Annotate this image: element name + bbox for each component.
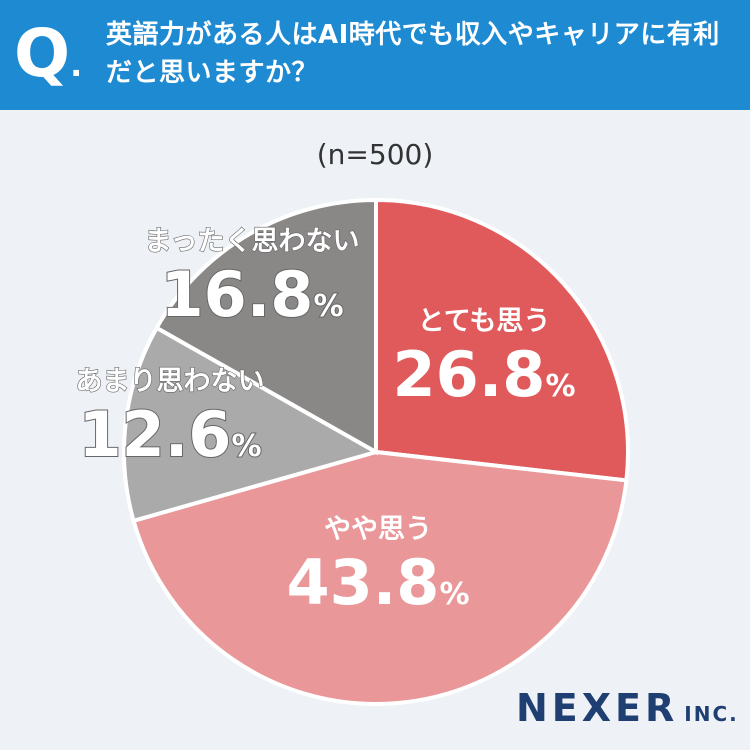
slice-category-label: とても思う — [418, 306, 551, 337]
question-text: 英語力がある人はAI時代でも収入やキャリアに有利だと思いますか？ — [106, 20, 720, 88]
sample-size-label: (n=500) — [316, 138, 434, 171]
slice-value-label: 43.8% — [286, 546, 469, 619]
pie-slice-amari — [122, 325, 382, 524]
slice-category-label: まったく思わない — [145, 226, 360, 257]
pie-slice-yaya — [131, 449, 629, 706]
q-mark: Q. — [14, 15, 83, 92]
slice-category-label: あまり思わない — [76, 366, 265, 397]
slice-value-label: 12.6% — [78, 398, 261, 471]
pie-slice-totemo — [374, 197, 630, 483]
slice-category-label: やや思う — [324, 514, 432, 545]
pie-slice-mattaku — [153, 197, 378, 456]
nexer-logo: NEXER INC. — [516, 686, 739, 730]
slice-value-label: 26.8% — [392, 338, 575, 411]
question-header: Q. 英語力がある人はAI時代でも収入やキャリアに有利だと思いますか？ — [0, 0, 750, 110]
